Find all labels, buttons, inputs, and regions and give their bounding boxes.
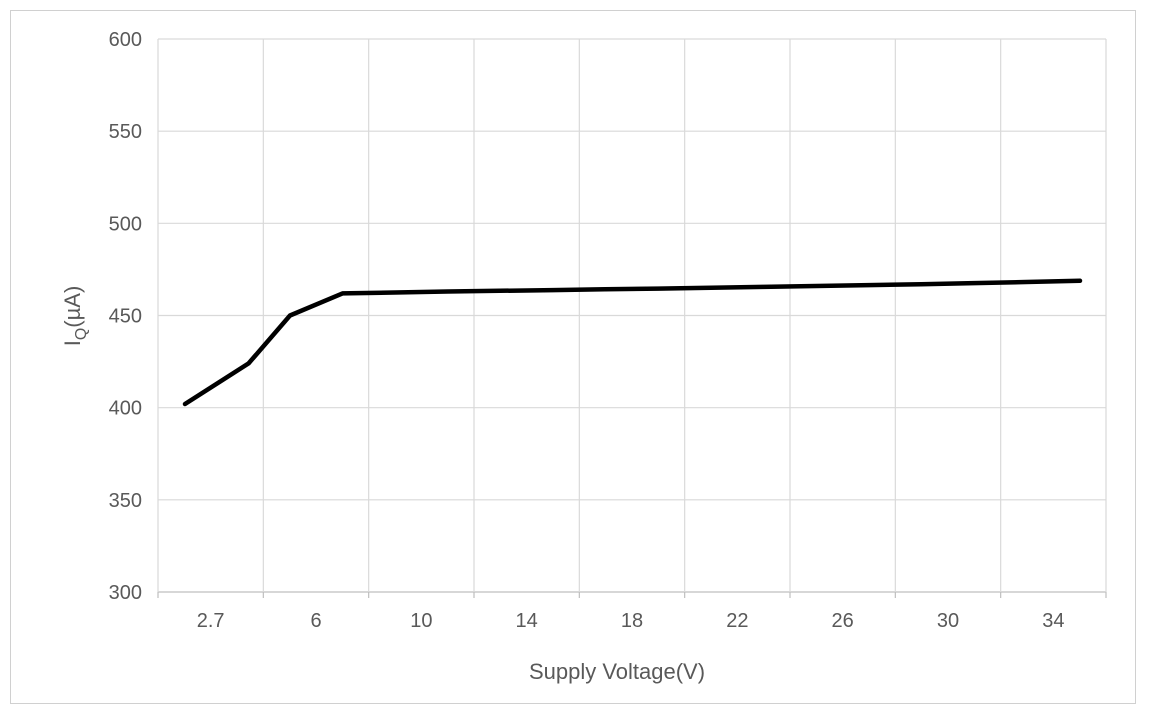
y-axis-title-main: I bbox=[60, 340, 85, 346]
x-tick-label: 6 bbox=[310, 610, 321, 632]
y-tick-labels: 300 350 400 450 500 550 600 bbox=[109, 29, 142, 604]
y-axis-title-subscript: Q bbox=[73, 328, 90, 340]
y-axis-title-unit: (µA) bbox=[60, 286, 85, 328]
x-tick-label: 30 bbox=[937, 610, 959, 632]
x-tick-labels: 2.7 6 10 14 18 22 26 30 34 bbox=[197, 610, 1065, 632]
x-axis-title: Supply Voltage(V) bbox=[529, 659, 705, 684]
y-tick-label: 300 bbox=[109, 582, 142, 604]
x-tick-label: 18 bbox=[621, 610, 643, 632]
chart-frame bbox=[10, 10, 1136, 704]
y-tick-label: 500 bbox=[109, 213, 142, 235]
series-line bbox=[182, 278, 1083, 407]
y-tick-label: 550 bbox=[109, 121, 142, 143]
vertical-gridlines bbox=[157, 39, 1107, 598]
x-tick-label: 34 bbox=[1042, 610, 1064, 632]
x-tick-label: 26 bbox=[832, 610, 854, 632]
horizontal-gridlines bbox=[158, 38, 1106, 593]
y-axis-title: IQ(µA) bbox=[60, 286, 90, 347]
y-tick-label: 350 bbox=[109, 490, 142, 512]
x-tick-label: 2.7 bbox=[197, 610, 225, 632]
y-tick-label: 400 bbox=[109, 398, 142, 420]
y-tick-label: 450 bbox=[109, 306, 142, 328]
y-tick-label: 600 bbox=[109, 29, 142, 51]
x-tick-label: 14 bbox=[516, 610, 538, 632]
x-tick-label: 22 bbox=[726, 610, 748, 632]
x-tick-label: 10 bbox=[410, 610, 432, 632]
series-lines bbox=[182, 278, 1083, 407]
